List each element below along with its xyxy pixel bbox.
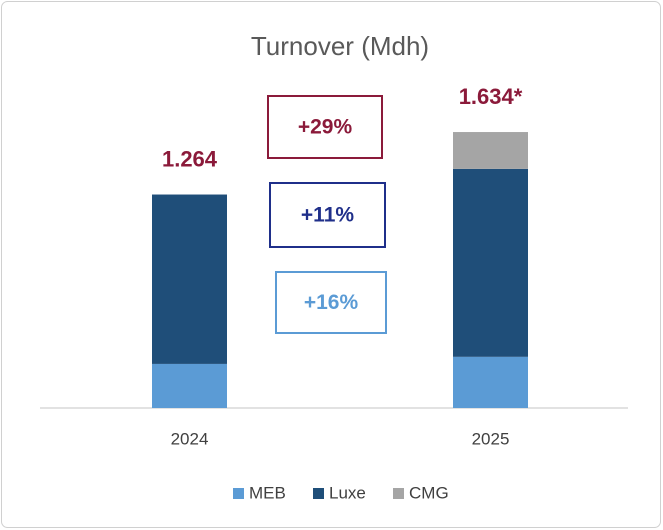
annotation-text: +29% <box>298 116 353 139</box>
legend-label: CMG <box>409 483 449 502</box>
annotation-box <box>275 271 387 334</box>
legend-label: MEB <box>249 483 286 502</box>
chart-title: Turnover (Mdh) <box>251 31 429 61</box>
annotation-box <box>269 182 386 248</box>
legend-swatch <box>233 488 244 499</box>
total-label: 1.264 <box>162 146 218 171</box>
bar-segment <box>152 194 227 364</box>
bar-segment <box>453 356 528 408</box>
x-tick-label: 2025 <box>472 429 510 448</box>
bar-segment <box>453 132 528 169</box>
annotation-box <box>267 95 383 159</box>
annotation-text: +11% <box>301 204 354 227</box>
bar-segment <box>453 168 528 357</box>
legend-swatch <box>393 488 404 499</box>
total-label: 1.634* <box>459 84 523 109</box>
bar-segment <box>152 363 227 408</box>
legend-swatch <box>313 488 324 499</box>
legend-label: Luxe <box>329 483 366 502</box>
annotation-text: +16% <box>304 291 359 314</box>
x-tick-label: 2024 <box>171 429 209 448</box>
